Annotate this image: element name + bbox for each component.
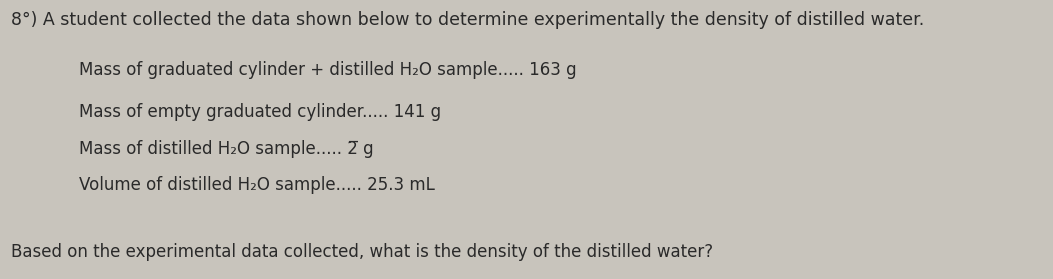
Text: Mass of graduated cylinder + distilled H₂O sample..... 163 g: Mass of graduated cylinder + distilled H… bbox=[79, 61, 577, 80]
Text: Volume of distilled H₂O sample..... 25.3 mL: Volume of distilled H₂O sample..... 25.3… bbox=[79, 176, 435, 194]
Text: 8°) A student collected the data shown below to determine experimentally the den: 8°) A student collected the data shown b… bbox=[11, 11, 923, 29]
Text: Mass of empty graduated cylinder..... 141 g: Mass of empty graduated cylinder..... 14… bbox=[79, 103, 441, 121]
Text: Mass of distilled H₂O sample..... 2̅ g: Mass of distilled H₂O sample..... 2̅ g bbox=[79, 140, 374, 158]
Text: Based on the experimental data collected, what is the density of the distilled w: Based on the experimental data collected… bbox=[11, 243, 713, 261]
